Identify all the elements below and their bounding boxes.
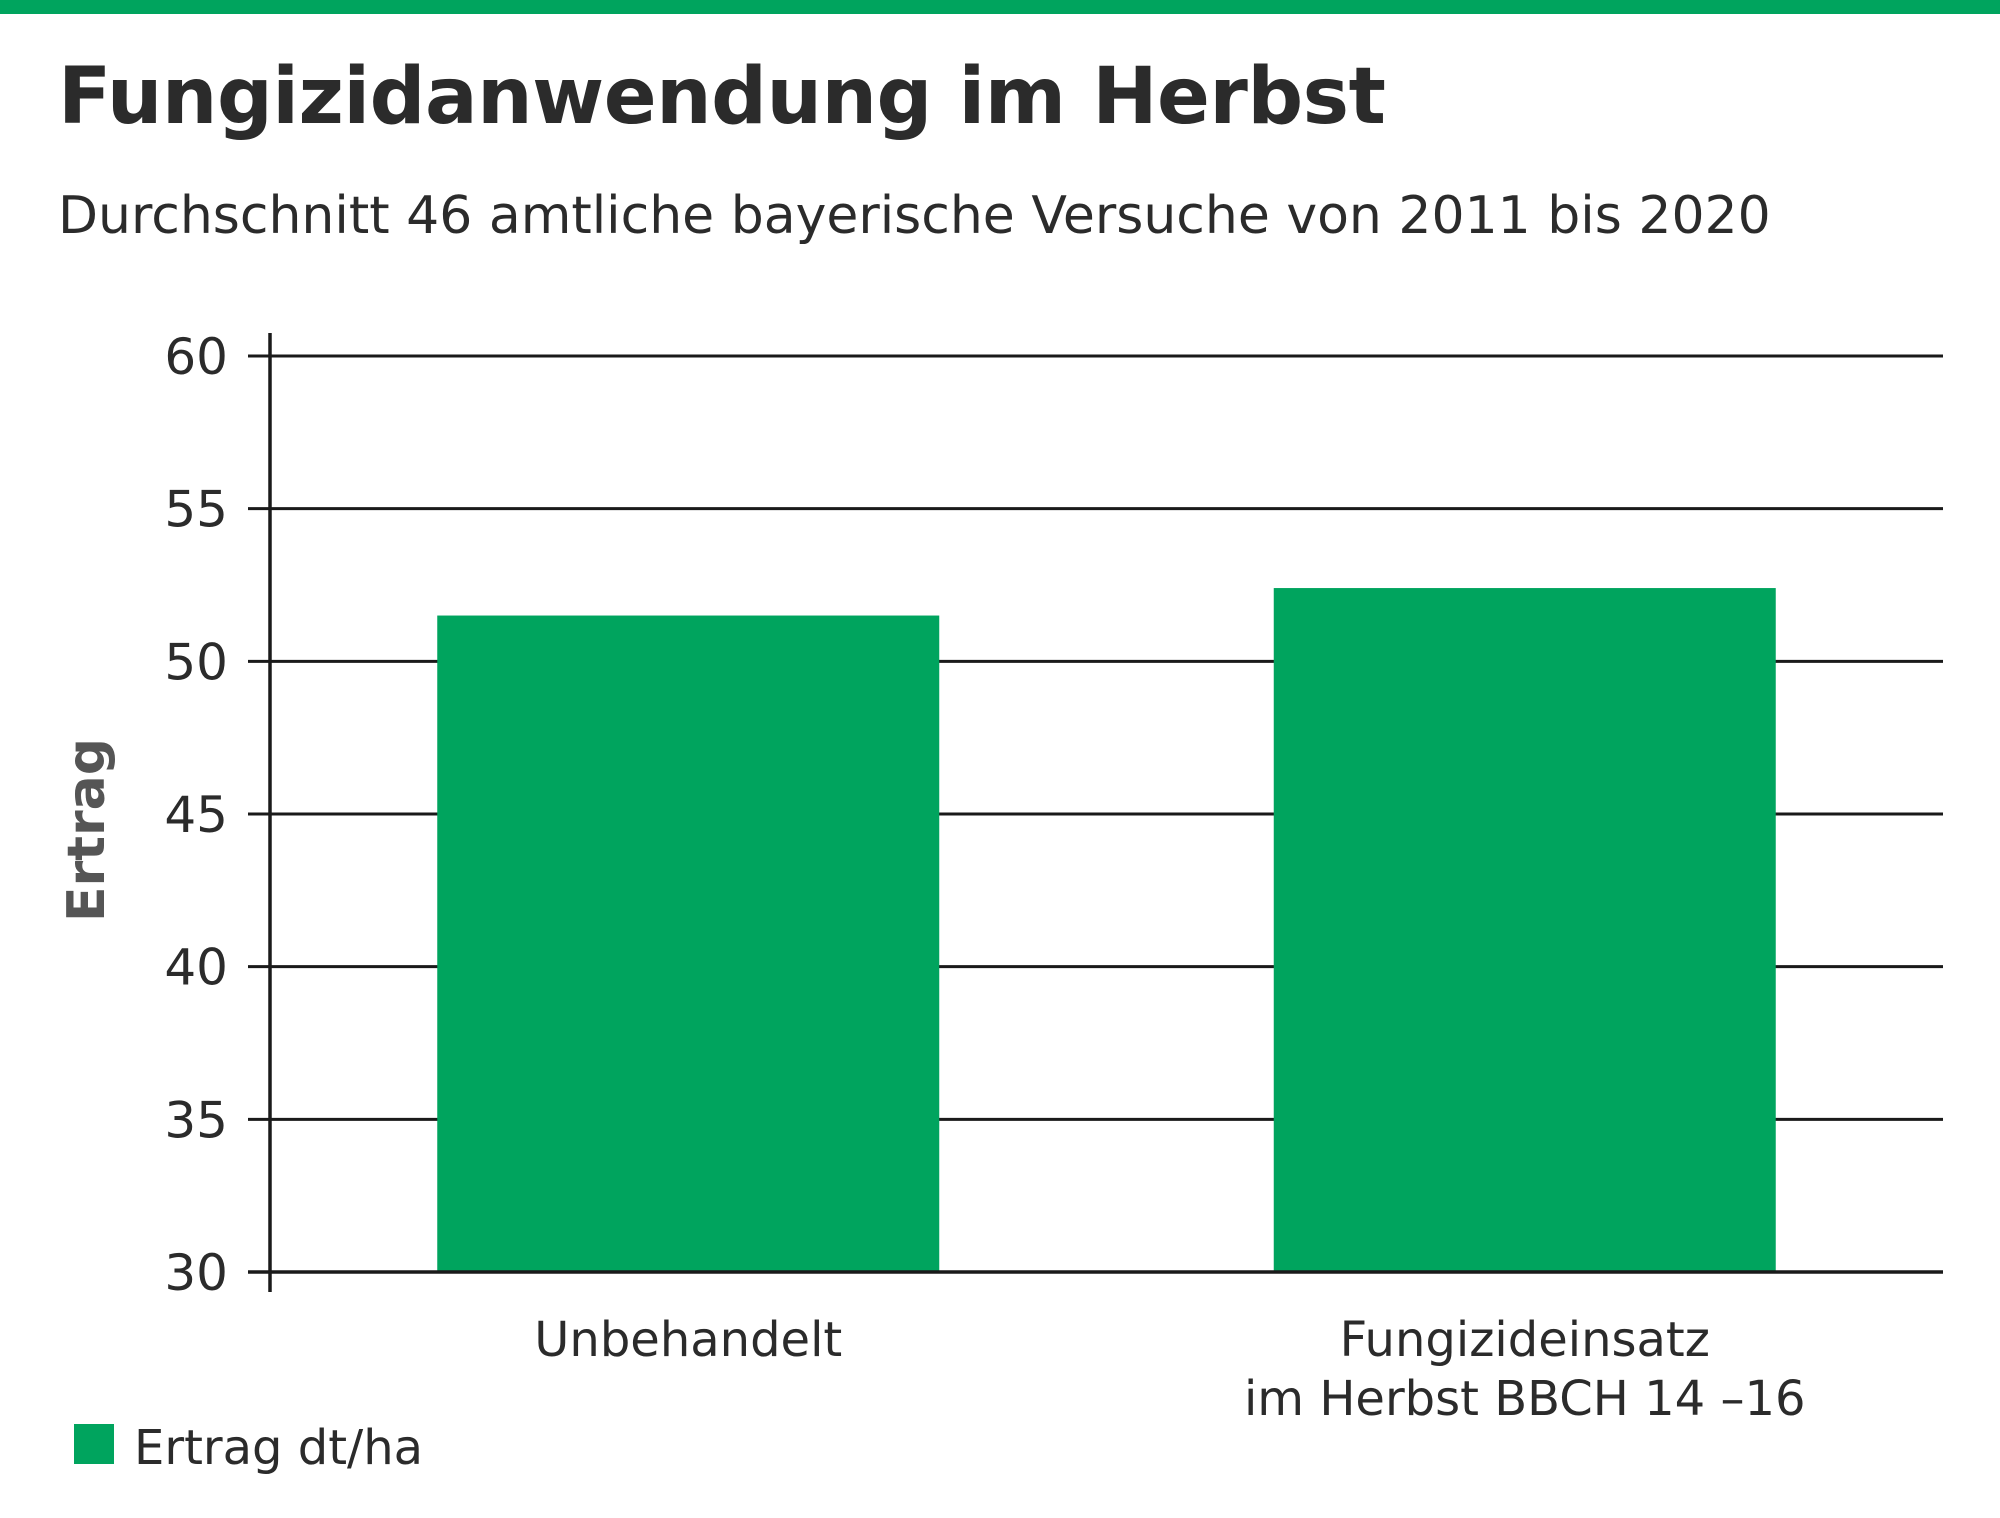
- y-tick-labels: 30 35 40 45 50 55 60: [164, 328, 228, 1302]
- y-tick-label: 50: [164, 633, 228, 691]
- y-tick-label: 30: [164, 1244, 228, 1302]
- y-tick-label: 35: [164, 1091, 228, 1149]
- chart-title: Fungizidanwendung im Herbst: [58, 52, 1386, 142]
- y-tick-label: 55: [164, 481, 228, 539]
- chart-subtitle: Durchschnitt 46 amtliche bayerische Vers…: [58, 186, 1771, 246]
- legend-swatch: [74, 1424, 114, 1464]
- y-axis-label: Ertrag: [57, 738, 117, 922]
- bar-2: [1273, 588, 1776, 1272]
- top-accent-bar: [0, 0, 2000, 14]
- axes: [248, 333, 1943, 1292]
- legend-label: Ertrag dt/ha: [134, 1420, 423, 1476]
- x-tick-label: Fungizideinsatz: [1340, 1312, 1710, 1368]
- y-tick-label: 45: [164, 786, 228, 844]
- y-tick-label: 40: [164, 939, 228, 997]
- bar-1: [437, 615, 940, 1272]
- bars: [437, 588, 1776, 1272]
- x-tick-label: im Herbst BBCH 14 –16: [1244, 1371, 1806, 1427]
- legend: Ertrag dt/ha: [74, 1420, 423, 1476]
- y-tick-label: 60: [164, 328, 228, 386]
- x-tick-label: Unbehandelt: [534, 1312, 842, 1368]
